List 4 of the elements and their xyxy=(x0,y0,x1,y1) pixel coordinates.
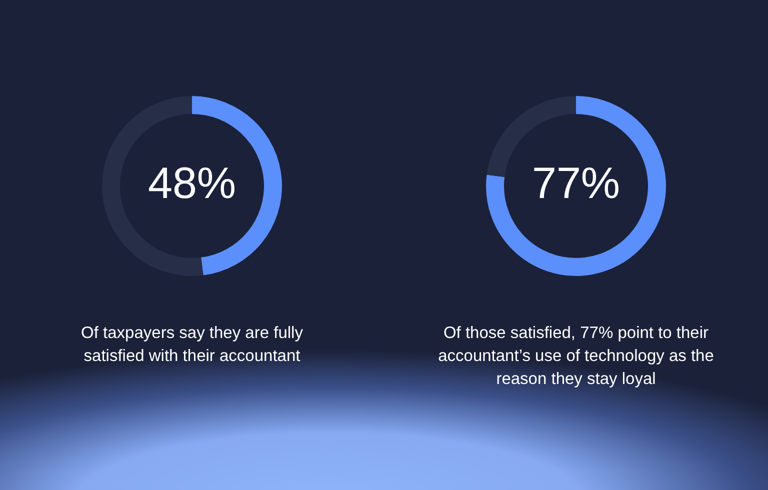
text: Of those satisfied, 77% point to their accountant’s use of technology as the reason they stay loyal xyxy=(437,323,715,390)
data-label: 77% xyxy=(532,159,620,208)
text: Of taxpayers say they are fully satisfied with their accountant xyxy=(80,323,304,367)
data-label: 48% xyxy=(148,159,236,208)
